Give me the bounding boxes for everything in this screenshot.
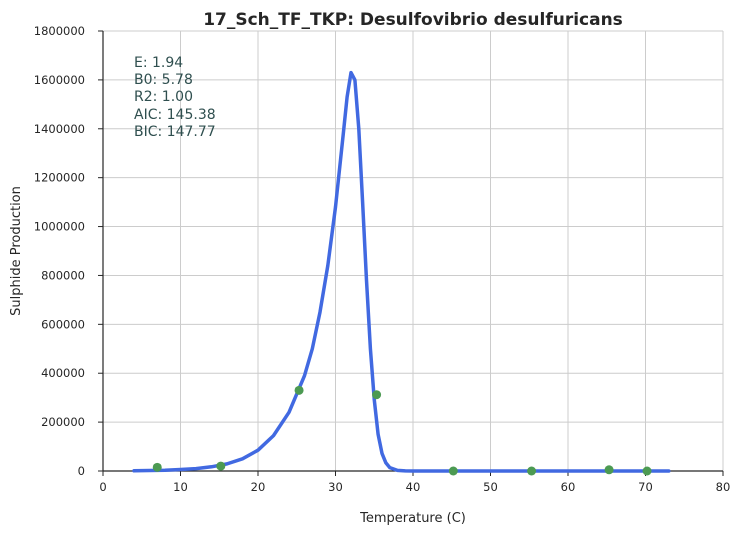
y-tick-label: 1000000 [34,220,85,234]
plot-area [132,70,671,476]
x-tick-label: 10 [173,480,188,494]
x-tick-label: 50 [483,480,498,494]
stat-e: E: 1.94 [134,55,183,71]
data-point [604,465,614,475]
y-tick-label: 1600000 [34,73,85,87]
y-tick-label: 400000 [41,366,85,380]
y-tick-label: 1800000 [34,24,85,38]
data-point [294,385,304,395]
x-tick-label: 40 [406,480,421,494]
data-point [448,466,458,476]
data-point [527,466,537,476]
data-point [642,466,652,476]
fit-curve [132,70,671,473]
stat-bic: BIC: 147.77 [134,124,216,140]
stat-b0: B0: 5.78 [134,72,193,88]
y-tick-label: 1200000 [34,171,85,185]
x-tick-label: 0 [99,480,106,494]
stat-aic: AIC: 145.38 [134,107,216,123]
y-tick-label: 1400000 [34,122,85,136]
x-tick-label: 20 [251,480,266,494]
y-tick-label: 800000 [41,268,85,282]
y-tick-label: 200000 [41,415,85,429]
chart-title: 17_Sch_TF_TKP: Desulfovibrio desulfurica… [203,10,623,30]
x-tick-label: 30 [328,480,343,494]
x-tick-label: 60 [561,480,576,494]
y-axis-label: Sulphide Production [9,186,24,316]
data-point [216,461,226,471]
tick-labels: 0 10 20 30 40 50 60 70 80 0 200000 400000 600000 8000… [34,24,731,494]
y-tick-label: 0 [78,464,85,478]
grid [103,30,724,471]
data-point [152,462,162,472]
stat-r2: R2: 1.00 [134,89,193,105]
x-tick-label: 80 [716,480,731,494]
x-axis-label: Temperature (C) [359,511,466,526]
x-tick-label: 70 [638,480,653,494]
data-point [372,390,382,400]
y-tick-label: 600000 [41,317,85,331]
stats-annotation: E: 1.94 B0: 5.78 R2: 1.00 AIC: 145.38 BI… [134,55,216,140]
